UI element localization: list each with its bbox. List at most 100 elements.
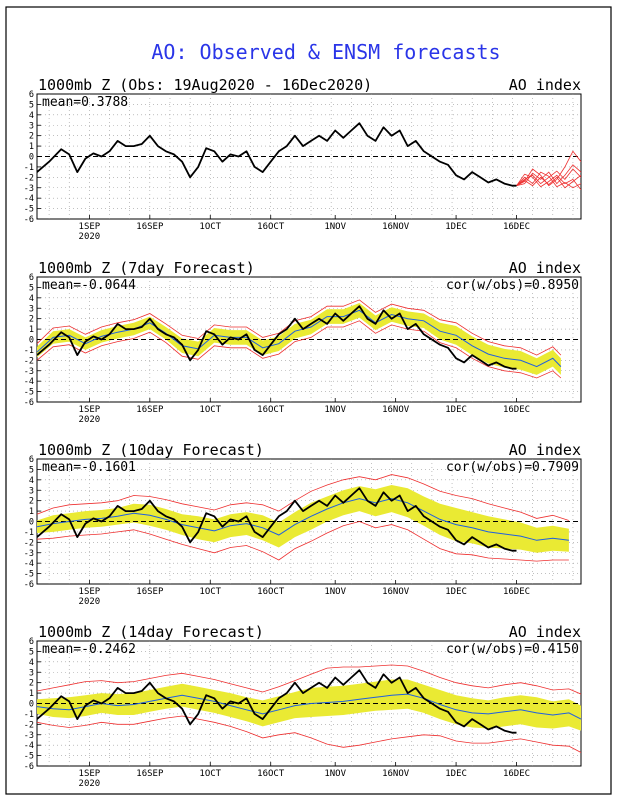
stat-correlation-label: cor(w/obs)=0.4150 — [446, 642, 579, 657]
stat-correlation-label: cor(w/obs)=0.8950 — [446, 278, 579, 293]
y-tick-label: 3 — [29, 121, 34, 131]
plot-series — [37, 299, 581, 379]
x-tick-label: 16SEP — [136, 587, 164, 597]
y-tick-label: 1 — [29, 507, 34, 517]
chart-panel-4: 1000mb Z (14day Forecast) AO index 6543210… — [24, 623, 582, 789]
y-tick-label: 0 — [29, 336, 34, 346]
x-tick-label: 1OCT — [199, 405, 221, 415]
stat-mean-label: mean=-0.1601 — [42, 460, 136, 475]
ensemble-member-line — [516, 173, 581, 191]
x-tick-label: 1DEC — [445, 769, 467, 779]
x-tick-label: 16SEP — [136, 769, 164, 779]
forecast-mean-line — [37, 498, 569, 541]
panel-index-label: AO index — [509, 259, 581, 277]
y-tick-label: 5 — [29, 283, 34, 293]
panel-index-label: AO index — [509, 441, 581, 459]
x-tick-label: 16DEC — [503, 587, 530, 597]
observed-line — [37, 122, 517, 187]
y-tick-label: -2 — [24, 356, 34, 366]
y-tick-label: -4 — [24, 559, 34, 569]
x-tick-label: 16DEC — [503, 405, 530, 415]
x-tick-label: 1OCT — [199, 587, 221, 597]
ensemble-member-line — [516, 150, 581, 187]
y-tick-label: 3 — [29, 668, 34, 678]
member-envelope-lower — [37, 521, 569, 562]
y-tick-label: -3 — [24, 731, 34, 741]
y-tick-label: 0 — [29, 518, 34, 528]
x-tick-label: 1DEC — [445, 222, 467, 232]
panel-title: 1000mb Z (Obs: 19Aug2020 - 16Dec2020) — [38, 76, 372, 94]
member-envelope-lower — [37, 320, 562, 379]
spread-band — [37, 485, 569, 553]
plot-series — [37, 664, 581, 753]
x-tick-label: 16NOV — [382, 222, 410, 232]
x-tick-label: 16DEC — [503, 769, 530, 779]
forecast-mean-line — [37, 693, 581, 720]
y-tick-label: 0 — [29, 153, 34, 163]
x-year-label: 2020 — [79, 597, 101, 607]
stat-mean-label: mean=-0.2462 — [42, 642, 136, 657]
panel-index-label: AO index — [509, 623, 581, 641]
x-tick-label: 16NOV — [382, 587, 410, 597]
x-year-label: 2020 — [79, 779, 101, 789]
y-tick-label: 2 — [29, 132, 34, 142]
y-tick-label: -4 — [24, 194, 34, 204]
y-tick-label: -5 — [24, 205, 34, 215]
x-tick-label: 1NOV — [324, 769, 346, 779]
observed-line — [37, 487, 517, 552]
y-tick-label: 0 — [29, 700, 34, 710]
y-tick-label: 6 — [29, 455, 34, 465]
y-tick-label: 2 — [29, 497, 34, 507]
y-tick-label: -4 — [24, 377, 34, 387]
y-tick-label: -6 — [24, 762, 34, 772]
y-tick-label: 4 — [29, 111, 34, 121]
x-tick-label: 16OCT — [257, 222, 285, 232]
x-tick-label: 16NOV — [382, 769, 410, 779]
y-tick-label: -3 — [24, 184, 34, 194]
x-tick-label: 16OCT — [257, 769, 285, 779]
y-tick-label: 5 — [29, 100, 34, 110]
panel-index-label: AO index — [509, 76, 581, 94]
y-tick-label: 6 — [29, 90, 34, 100]
stat-correlation-label: cor(w/obs)=0.7909 — [446, 460, 579, 475]
y-tick-label: 5 — [29, 465, 34, 475]
y-tick-label: 6 — [29, 637, 34, 647]
y-tick-label: -1 — [24, 163, 34, 173]
stat-mean-label: mean=0.3788 — [42, 95, 128, 110]
y-tick-label: -2 — [24, 538, 34, 548]
y-tick-label: 4 — [29, 476, 34, 486]
y-tick-label: -1 — [24, 528, 34, 538]
panel-title: 1000mb Z (14day Forecast) — [38, 623, 264, 641]
y-tick-label: 1 — [29, 325, 34, 335]
y-tick-label: -6 — [24, 215, 34, 225]
y-tick-label: 4 — [29, 294, 34, 304]
y-tick-label: -1 — [24, 346, 34, 356]
y-tick-label: -3 — [24, 549, 34, 559]
ensemble-member-line — [516, 174, 581, 189]
y-tick-label: -2 — [24, 173, 34, 183]
x-tick-label: 1SEP — [79, 769, 101, 779]
x-tick-label: 1DEC — [445, 405, 467, 415]
y-tick-label: 3 — [29, 486, 34, 496]
x-tick-label: 1OCT — [199, 222, 221, 232]
observed-line — [37, 669, 517, 734]
y-tick-label: -5 — [24, 570, 34, 580]
ensemble-member-line — [516, 164, 581, 187]
chart-panel-2: 1000mb Z (7day Forecast) AO index6543210-… — [24, 259, 582, 425]
page-title: AO: Observed & ENSM forecasts — [151, 40, 500, 64]
y-tick-label: -6 — [24, 580, 34, 590]
y-tick-label: -6 — [24, 398, 34, 408]
y-tick-label: -5 — [24, 752, 34, 762]
x-tick-label: 16NOV — [382, 405, 410, 415]
y-tick-label: 5 — [29, 647, 34, 657]
y-tick-label: 4 — [29, 658, 34, 668]
x-tick-label: 1SEP — [79, 222, 101, 232]
x-tick-label: 16SEP — [136, 405, 164, 415]
y-tick-label: 2 — [29, 315, 34, 325]
x-tick-label: 1NOV — [324, 405, 346, 415]
y-tick-label: -3 — [24, 367, 34, 377]
y-tick-label: 2 — [29, 679, 34, 689]
ensemble-member-line — [516, 171, 581, 189]
